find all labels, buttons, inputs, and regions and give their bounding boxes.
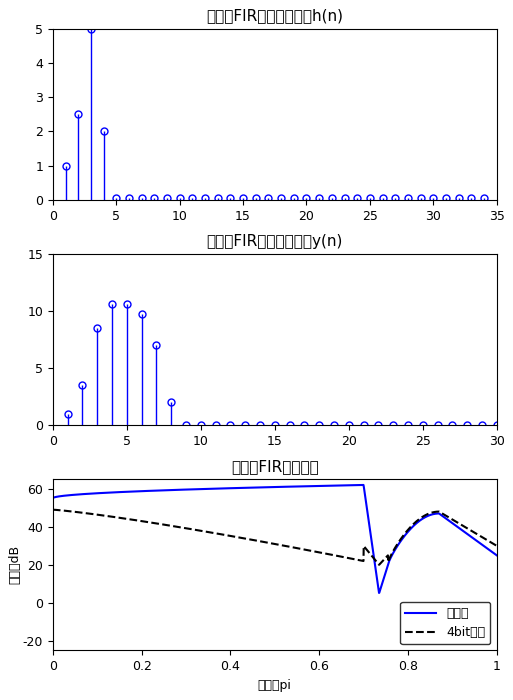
Legend: 量化前, 4bit量化: 量化前, 4bit量化 <box>400 602 490 644</box>
Title: 级联型FIR频率响应: 级联型FIR频率响应 <box>231 459 319 474</box>
Y-axis label: 单位：dB: 单位：dB <box>8 545 22 584</box>
Title: 级联型FIR单位冲激响应h(n): 级联型FIR单位冲激响应h(n) <box>206 8 343 23</box>
Title: 级联型FIR单位阶跃响应y(n): 级联型FIR单位阶跃响应y(n) <box>207 234 343 248</box>
X-axis label: 单位：pi: 单位：pi <box>258 679 292 692</box>
